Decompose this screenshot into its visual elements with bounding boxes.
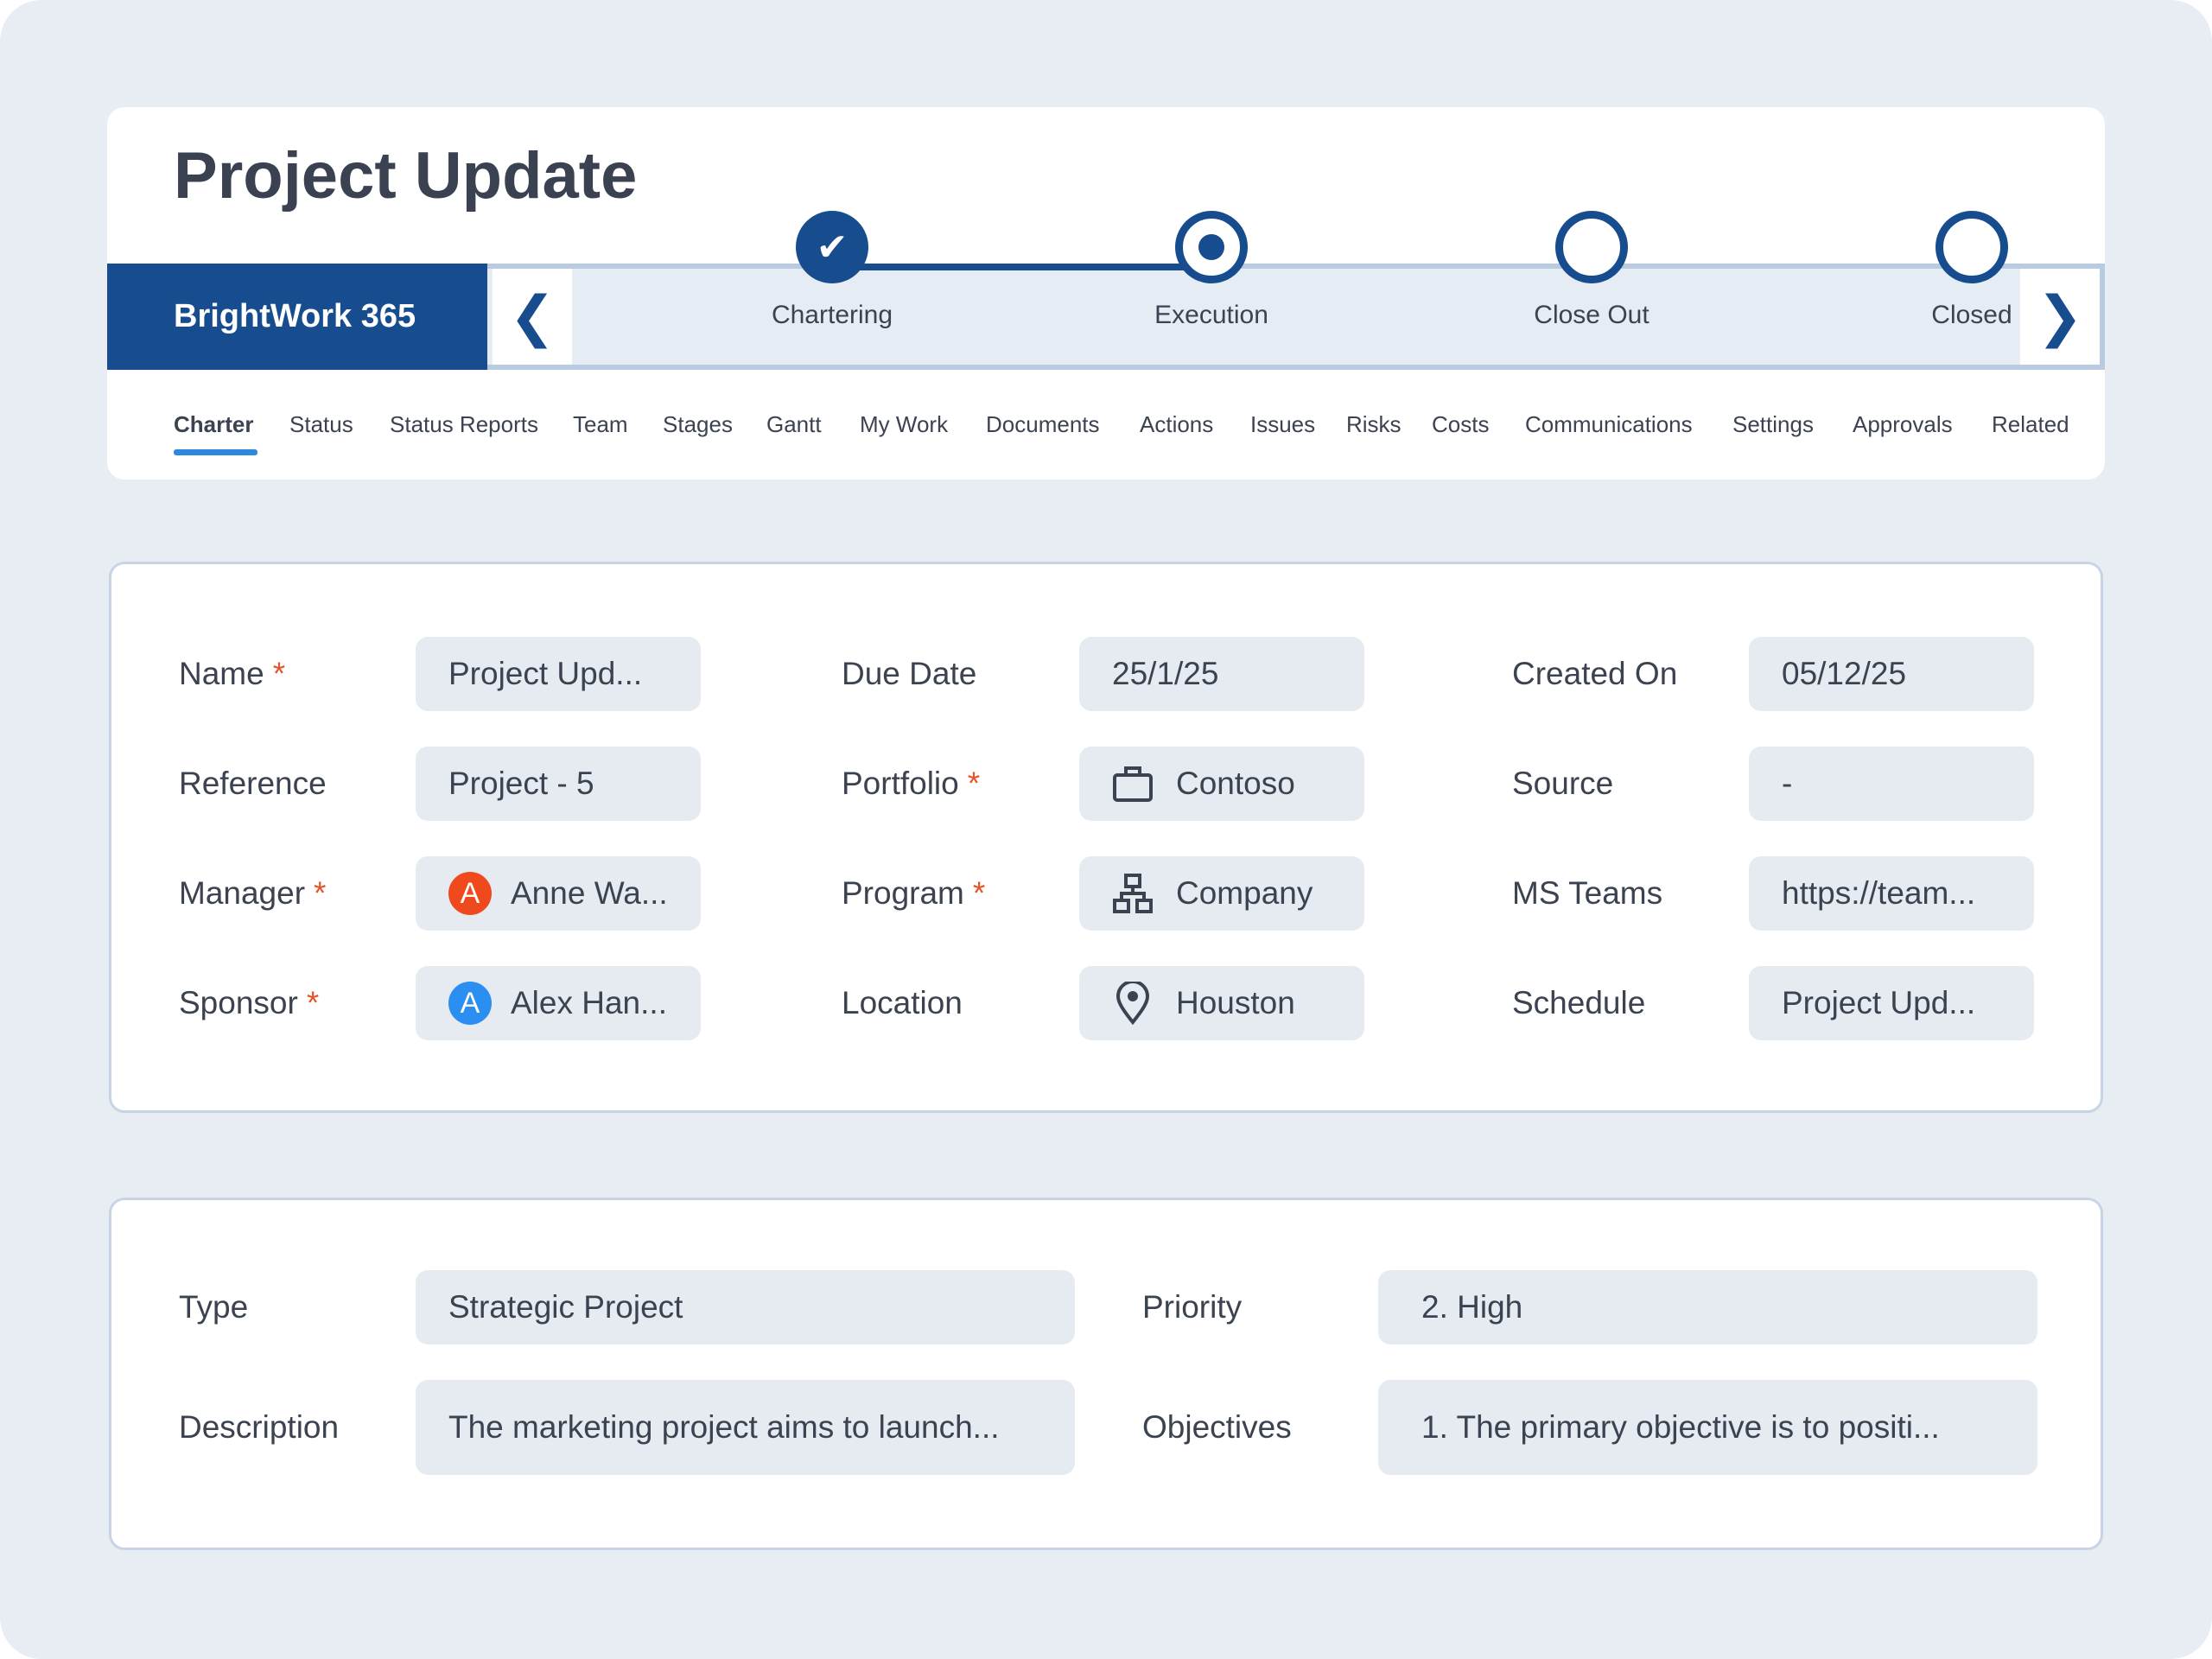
manager-label: Manager * bbox=[179, 875, 327, 911]
tab-related[interactable]: Related bbox=[1992, 411, 2069, 437]
brand-logo: BrightWork 365 bbox=[107, 264, 487, 370]
tab-my-work[interactable]: My Work bbox=[860, 411, 949, 437]
pending-stage-icon bbox=[1555, 211, 1628, 283]
tab-charter[interactable]: Charter bbox=[174, 411, 254, 437]
priority-label: Priority bbox=[1142, 1289, 1243, 1325]
check-icon: ✔ bbox=[796, 211, 868, 283]
tab-actions[interactable]: Actions bbox=[1140, 411, 1214, 437]
project-header: Project Update BrightWork 365 ❮ ❯ ✔ Char… bbox=[107, 107, 2105, 480]
name-field[interactable]: Project Upd... bbox=[416, 637, 701, 711]
active-tab-indicator bbox=[174, 449, 257, 455]
chevron-right-icon: ❯ bbox=[2037, 285, 2083, 347]
briefcase-icon bbox=[1112, 763, 1154, 804]
previous-stage-button[interactable]: ❮ bbox=[493, 269, 572, 365]
schedule-field[interactable]: Project Upd... bbox=[1749, 966, 2034, 1040]
next-stage-button[interactable]: ❯ bbox=[2020, 269, 2100, 365]
project-details-card: Name * Project Upd... Reference Project -… bbox=[109, 562, 2103, 1113]
map-pin-icon bbox=[1112, 982, 1154, 1025]
priority-field[interactable]: 2. High bbox=[1378, 1270, 2037, 1344]
tab-gantt[interactable]: Gantt bbox=[766, 411, 822, 437]
tab-status-reports[interactable]: Status Reports bbox=[390, 411, 538, 437]
stage-progress: ❮ ❯ ✔ Chartering Execution Close Out bbox=[487, 211, 2105, 370]
portfolio-label: Portfolio * bbox=[842, 766, 981, 801]
reference-field[interactable]: Project - 5 bbox=[416, 747, 701, 821]
chevron-left-icon: ❮ bbox=[509, 285, 556, 347]
portfolio-field[interactable]: Contoso bbox=[1079, 747, 1364, 821]
created-on-label: Created On bbox=[1512, 656, 1678, 691]
location-field[interactable]: Houston bbox=[1079, 966, 1364, 1040]
tab-costs[interactable]: Costs bbox=[1432, 411, 1490, 437]
tab-communications[interactable]: Communications bbox=[1525, 411, 1693, 437]
tab-risks[interactable]: Risks bbox=[1346, 411, 1402, 437]
project-classification-card: Type Strategic Project Priority 2. High … bbox=[109, 1198, 2103, 1550]
ms-teams-label: MS Teams bbox=[1512, 875, 1663, 911]
source-field[interactable]: - bbox=[1749, 747, 2034, 821]
name-label: Name * bbox=[179, 656, 286, 691]
page-title: Project Update bbox=[174, 139, 638, 213]
ms-teams-field[interactable]: https://team... bbox=[1749, 856, 2034, 931]
description-field[interactable]: The marketing project aims to launch... bbox=[416, 1380, 1075, 1475]
avatar: A bbox=[448, 872, 492, 915]
sponsor-field[interactable]: A Alex Han... bbox=[416, 966, 701, 1040]
program-label: Program * bbox=[842, 875, 986, 911]
source-label: Source bbox=[1512, 766, 1614, 801]
created-on-field[interactable]: 05/12/25 bbox=[1749, 637, 2034, 711]
stage-band: BrightWork 365 ❮ ❯ ✔ Chartering Executio… bbox=[107, 211, 2105, 370]
stage-connector-complete bbox=[832, 264, 1211, 270]
tab-approvals[interactable]: Approvals bbox=[1853, 411, 1953, 437]
tab-team[interactable]: Team bbox=[573, 411, 628, 437]
description-label: Description bbox=[179, 1409, 340, 1445]
tab-documents[interactable]: Documents bbox=[986, 411, 1100, 437]
tab-issues[interactable]: Issues bbox=[1250, 411, 1316, 437]
type-field[interactable]: Strategic Project bbox=[416, 1270, 1075, 1344]
type-label: Type bbox=[179, 1289, 249, 1325]
due-date-field[interactable]: 25/1/25 bbox=[1079, 637, 1364, 711]
tab-stages[interactable]: Stages bbox=[663, 411, 733, 437]
avatar: A bbox=[448, 982, 492, 1025]
due-date-label: Due Date bbox=[842, 656, 977, 691]
program-field[interactable]: Company bbox=[1079, 856, 1364, 931]
pending-stage-icon bbox=[1936, 211, 2008, 283]
reference-label: Reference bbox=[179, 766, 327, 801]
current-stage-icon bbox=[1175, 211, 1248, 283]
objectives-label: Objectives bbox=[1142, 1409, 1292, 1445]
objectives-field[interactable]: 1. The primary objective is to positi... bbox=[1378, 1380, 2037, 1475]
manager-field[interactable]: A Anne Wa... bbox=[416, 856, 701, 931]
hierarchy-icon bbox=[1112, 873, 1154, 914]
location-label: Location bbox=[842, 985, 963, 1020]
tab-status[interactable]: Status bbox=[289, 411, 353, 437]
sponsor-label: Sponsor * bbox=[179, 985, 320, 1020]
tab-settings[interactable]: Settings bbox=[1732, 411, 1814, 437]
schedule-label: Schedule bbox=[1512, 985, 1646, 1020]
